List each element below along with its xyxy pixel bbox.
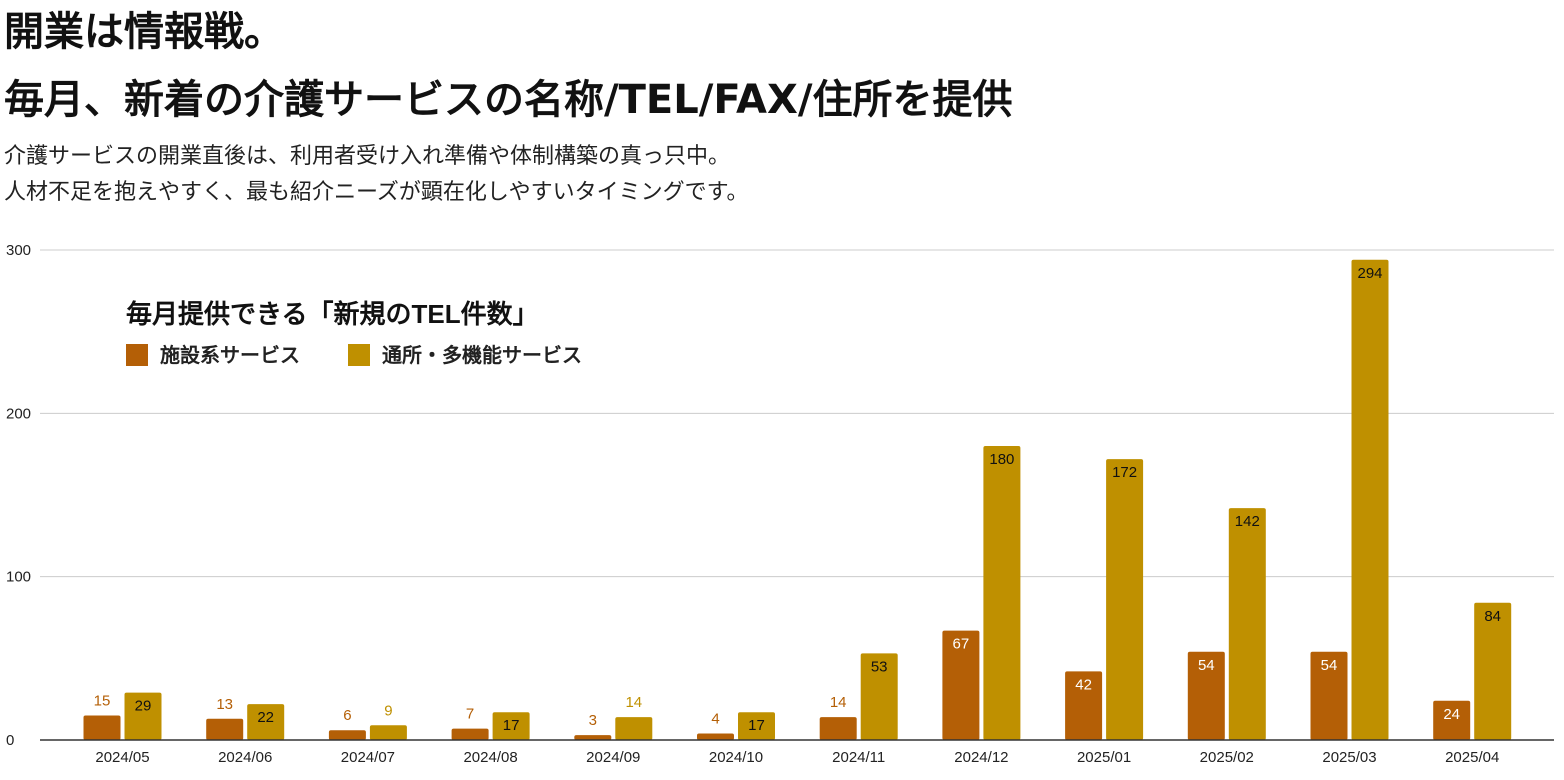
x-tick-label: 2024/06 <box>218 749 272 766</box>
data-label-series-1: 3 <box>589 712 597 729</box>
bar-series-2 <box>124 692 162 740</box>
data-label-series-1: 7 <box>466 706 474 723</box>
bar-series-1 <box>83 715 121 740</box>
y-tick-label: 0 <box>6 732 14 749</box>
x-tick-label: 2024/10 <box>709 749 763 766</box>
bar-series-2 <box>738 712 775 740</box>
data-label-series-1: 24 <box>1443 706 1460 723</box>
x-tick-label: 2024/08 <box>463 749 517 766</box>
data-label-series-1: 4 <box>711 710 719 727</box>
data-label-series-1: 15 <box>94 693 111 710</box>
legend-label-series-2: 通所・多機能サービス <box>382 343 582 367</box>
x-tick-label: 2024/07 <box>341 749 395 766</box>
x-tick-label: 2024/05 <box>95 749 149 766</box>
legend-label-series-1: 施設系サービス <box>160 343 300 367</box>
data-label-series-2: 22 <box>257 709 274 726</box>
y-tick-label: 200 <box>6 405 31 422</box>
subtitle-line-2: 人材不足を抱えやすく、最も紹介ニーズが顕在化しやすいタイミングです。 <box>4 180 749 205</box>
bar-series-1 <box>328 730 366 740</box>
y-axis-ticks: 0 100 200 300 <box>6 242 31 749</box>
data-label-series-2: 142 <box>1235 513 1260 530</box>
x-tick-label: 2025/01 <box>1077 749 1131 766</box>
bar-series-2 <box>369 725 407 740</box>
bar-series-2 <box>492 712 530 740</box>
legend: 施設系サービス 通所・多機能サービス <box>126 343 582 367</box>
bar-series-2 <box>983 446 1021 740</box>
x-tick-label: 2024/09 <box>586 749 640 766</box>
bar-series-2 <box>860 653 898 740</box>
bar-chart: 0 100 200 300 15 29 13 22 6 9 7 17 3 14 4 17 14 53 67 180 4… <box>6 242 1554 766</box>
data-label-series-1: 54 <box>1321 657 1338 674</box>
x-tick-label: 2025/03 <box>1322 749 1376 766</box>
bar-series-2 <box>1351 259 1389 740</box>
data-label-series-2: 9 <box>384 702 392 719</box>
y-tick-label: 300 <box>6 242 31 259</box>
bar-series-1 <box>942 630 980 740</box>
bar-series-2 <box>1228 508 1266 740</box>
legend-swatch-series-1 <box>126 344 148 366</box>
legend-swatch-series-2 <box>348 344 370 366</box>
bar-series-1 <box>819 717 857 740</box>
data-label-series-2: 53 <box>871 658 888 675</box>
bar-series-1 <box>1065 671 1103 740</box>
chart-title: 毎月提供できる「新規のTEL件数」 <box>126 299 539 329</box>
bar-series-2 <box>1106 459 1144 740</box>
bar-series-2 <box>1474 602 1512 740</box>
bars <box>83 259 1512 740</box>
bar-series-2 <box>247 704 285 740</box>
x-axis-ticks: 2024/05 2024/06 2024/07 2024/08 2024/09 2024/… <box>95 749 1499 766</box>
bar-series-1 <box>1310 651 1348 740</box>
x-tick-label: 2025/02 <box>1200 749 1254 766</box>
x-tick-label: 2024/11 <box>832 749 885 766</box>
data-label-series-2: 84 <box>1484 608 1501 625</box>
data-label-series-2: 17 <box>503 717 520 734</box>
grid-lines <box>40 249 1554 578</box>
bar-series-1 <box>451 728 489 740</box>
data-label-series-1: 67 <box>953 636 970 653</box>
bar-series-1 <box>1433 700 1471 740</box>
data-label-series-1: 6 <box>343 707 351 724</box>
data-label-series-1: 54 <box>1198 657 1215 674</box>
page-title-line-2: 毎月、新着の介護サービスの名称/TEL/FAX/住所を提供 <box>4 77 1013 123</box>
data-label-series-1: 42 <box>1075 676 1092 693</box>
bar-series-1 <box>206 718 244 740</box>
data-label-series-2: 17 <box>748 717 765 734</box>
x-tick-label: 2025/04 <box>1445 749 1499 766</box>
bar-series-1 <box>1187 651 1225 740</box>
page-title-line-1: 開業は情報戦。 <box>4 9 284 55</box>
data-label-series-1: 14 <box>830 694 847 711</box>
data-label-series-1: 13 <box>216 696 233 713</box>
data-label-series-2: 180 <box>989 451 1014 468</box>
subtitle-line-1: 介護サービスの開業直後は、利用者受け入れ準備や体制構築の真っ只中。 <box>4 144 731 169</box>
bar-series-1 <box>697 733 734 740</box>
data-label-series-2: 172 <box>1112 464 1137 481</box>
bar-series-2 <box>615 717 653 740</box>
bar-series-1 <box>574 735 612 740</box>
data-label-series-2: 294 <box>1357 265 1382 282</box>
data-label-series-2: 29 <box>135 698 152 715</box>
x-tick-label: 2024/12 <box>954 749 1008 766</box>
data-label-series-2: 14 <box>625 694 642 711</box>
data-labels: 15 29 13 22 6 9 7 17 3 14 4 17 14 53 67 180 42 172 54 142 54… <box>94 265 1501 734</box>
y-tick-label: 100 <box>6 569 31 586</box>
